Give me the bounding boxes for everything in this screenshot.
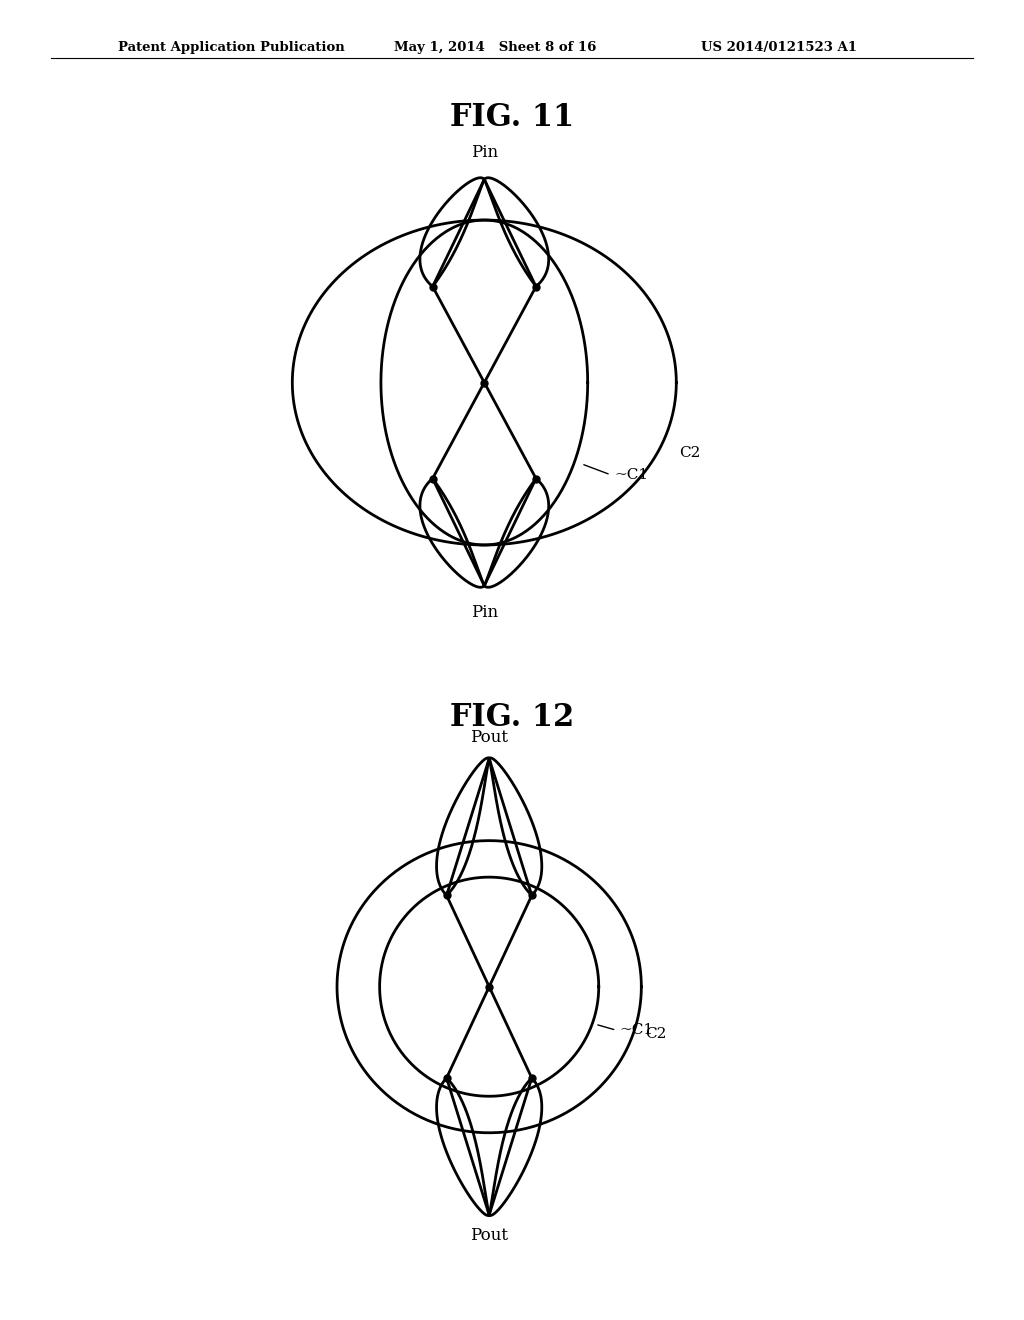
Text: C2: C2 (645, 1027, 667, 1040)
Text: Pin: Pin (471, 605, 498, 622)
Text: Pout: Pout (470, 729, 508, 746)
Text: ~C1: ~C1 (614, 467, 648, 482)
Text: FIG. 11: FIG. 11 (450, 102, 574, 132)
Text: C2: C2 (680, 446, 700, 459)
Text: Pout: Pout (470, 1228, 508, 1245)
Text: FIG. 12: FIG. 12 (450, 702, 574, 733)
Text: ~C1: ~C1 (620, 1023, 653, 1038)
Text: US 2014/0121523 A1: US 2014/0121523 A1 (701, 41, 857, 54)
Text: Pin: Pin (471, 144, 498, 161)
Text: May 1, 2014   Sheet 8 of 16: May 1, 2014 Sheet 8 of 16 (394, 41, 597, 54)
Text: Patent Application Publication: Patent Application Publication (118, 41, 344, 54)
